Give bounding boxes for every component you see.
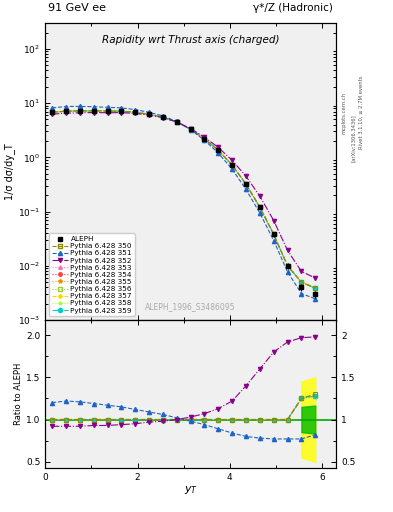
Text: [arXiv:1306.3436]: [arXiv:1306.3436] [351, 114, 356, 162]
Text: 91 GeV ee: 91 GeV ee [48, 3, 106, 13]
Text: ALEPH_1996_S3486095: ALEPH_1996_S3486095 [145, 302, 236, 311]
Y-axis label: 1/σ dσ/dy_T: 1/σ dσ/dy_T [4, 143, 15, 200]
Text: Rapidity wrt Thrust axis (charged): Rapidity wrt Thrust axis (charged) [102, 35, 279, 45]
Legend: ALEPH, Pythia 6.428 350, Pythia 6.428 351, Pythia 6.428 352, Pythia 6.428 353, P: ALEPH, Pythia 6.428 350, Pythia 6.428 35… [49, 233, 135, 316]
Text: mcplots.cern.ch: mcplots.cern.ch [342, 92, 347, 134]
Y-axis label: Ratio to ALEPH: Ratio to ALEPH [14, 363, 23, 425]
X-axis label: $y_T$: $y_T$ [184, 484, 198, 496]
Text: Rivet 3.1.10, ≥ 2.7M events: Rivet 3.1.10, ≥ 2.7M events [358, 76, 364, 150]
Text: γ*/Z (Hadronic): γ*/Z (Hadronic) [253, 3, 333, 13]
